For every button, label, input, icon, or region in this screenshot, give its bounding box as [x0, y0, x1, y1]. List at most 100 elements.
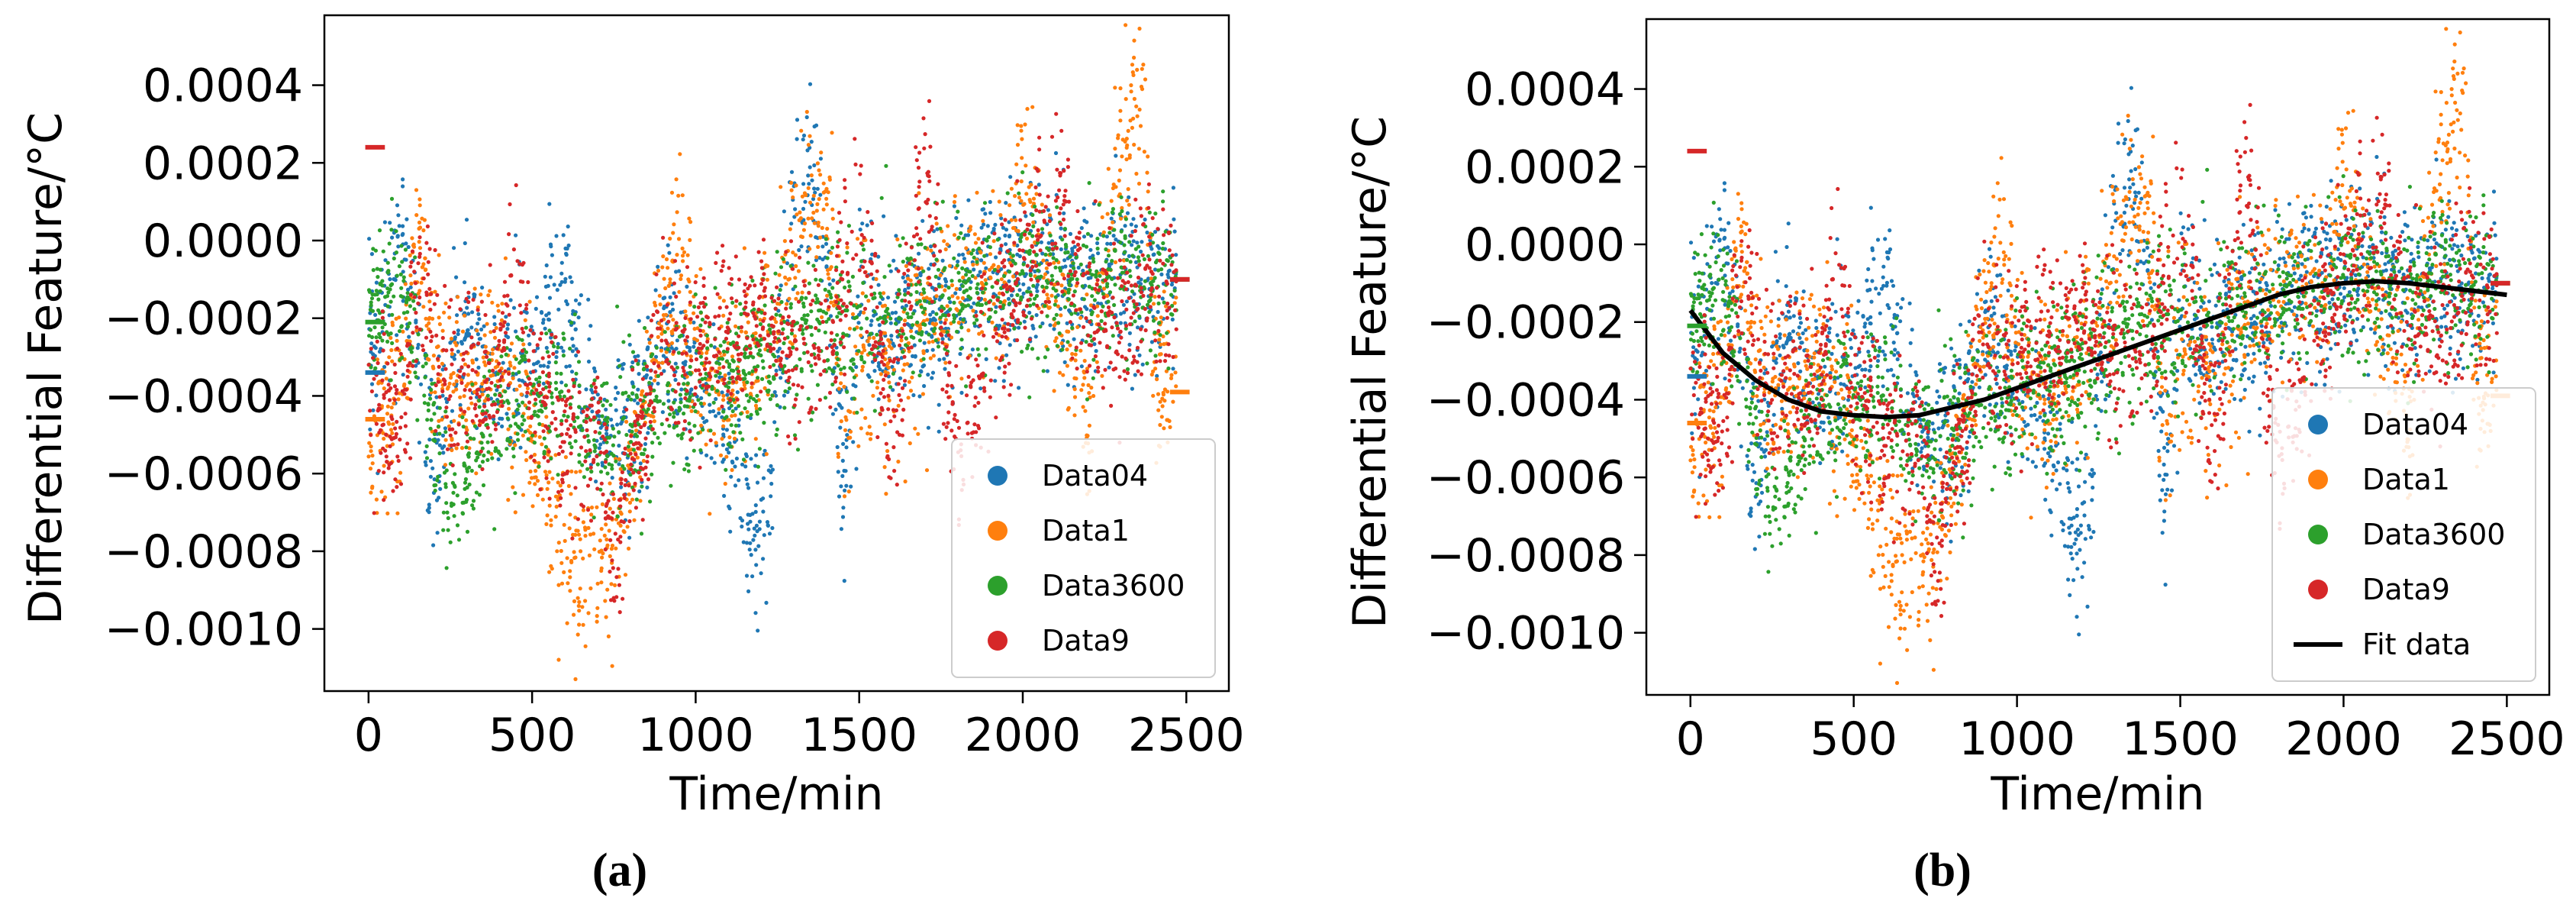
data-point	[550, 401, 555, 405]
data-point	[482, 324, 486, 328]
data-point	[882, 291, 886, 296]
scatter-points-a	[366, 23, 1178, 682]
data-point	[888, 269, 893, 273]
data-point	[936, 267, 941, 272]
data-point	[721, 443, 726, 447]
data-point	[398, 470, 403, 475]
data-point	[465, 469, 470, 473]
data-point	[731, 368, 736, 373]
data-point	[661, 402, 666, 406]
data-point	[810, 178, 814, 183]
data-point	[842, 468, 846, 473]
data-point	[872, 409, 877, 413]
data-point	[761, 318, 766, 323]
data-point	[1014, 218, 1018, 222]
data-point	[472, 294, 477, 299]
data-point	[928, 318, 933, 322]
data-point	[1133, 319, 1137, 324]
data-point	[519, 392, 524, 397]
data-point	[569, 558, 574, 564]
data-point	[901, 350, 905, 354]
data-point	[409, 260, 414, 265]
data-point	[405, 325, 411, 329]
data-point	[1040, 202, 1044, 207]
data-point	[819, 150, 824, 155]
data-point	[421, 364, 425, 369]
data-point	[881, 320, 885, 325]
data-point	[975, 347, 980, 351]
data-point	[554, 234, 559, 238]
data-point	[632, 409, 637, 414]
data-point	[818, 192, 823, 197]
data-point	[825, 256, 830, 260]
data-point	[588, 586, 593, 591]
data-point	[493, 446, 498, 451]
data-point	[447, 381, 452, 386]
data-point	[1084, 316, 1088, 321]
data-point	[809, 325, 814, 329]
data-point	[793, 284, 798, 289]
data-point	[1117, 168, 1123, 173]
data-point	[1143, 77, 1148, 82]
data-point	[572, 312, 577, 317]
data-point	[1124, 23, 1128, 27]
data-point	[429, 387, 434, 392]
data-point	[530, 504, 535, 509]
data-point	[1095, 246, 1100, 251]
data-point	[524, 457, 529, 463]
data-point	[402, 257, 407, 262]
data-point	[753, 548, 758, 552]
data-point	[836, 451, 840, 456]
data-point	[508, 298, 513, 302]
data-point	[558, 483, 563, 488]
data-point	[886, 296, 891, 300]
data-point	[723, 373, 727, 378]
data-point	[846, 409, 851, 413]
data-point	[418, 203, 422, 208]
data-point	[1111, 207, 1115, 212]
data-point	[846, 224, 851, 228]
data-point	[433, 488, 437, 493]
data-point	[1138, 124, 1143, 128]
data-point	[999, 216, 1004, 221]
data-point	[456, 295, 460, 299]
data-point	[617, 457, 622, 461]
data-point	[488, 263, 492, 267]
data-point	[432, 302, 437, 306]
data-point	[547, 328, 552, 333]
data-point	[677, 334, 682, 339]
data-point	[814, 208, 819, 213]
data-point	[689, 409, 694, 414]
data-point	[1098, 273, 1102, 278]
data-point	[386, 290, 391, 295]
data-point	[559, 496, 563, 500]
data-point	[711, 400, 716, 405]
data-point	[914, 273, 919, 277]
data-point	[443, 283, 447, 288]
data-point	[734, 380, 739, 385]
data-point	[914, 289, 919, 295]
data-point	[730, 409, 735, 414]
data-point	[884, 163, 888, 168]
data-point	[524, 369, 528, 374]
data-point	[517, 425, 521, 430]
data-point	[1125, 367, 1130, 372]
data-point	[988, 275, 993, 279]
data-point	[511, 376, 515, 380]
data-point	[1021, 291, 1026, 296]
data-point	[1043, 272, 1048, 276]
data-point	[538, 363, 543, 368]
data-point	[382, 364, 387, 370]
data-point	[604, 522, 608, 527]
data-point	[817, 309, 821, 313]
data-point	[579, 293, 584, 298]
data-point	[1073, 252, 1078, 257]
data-point	[680, 329, 685, 334]
data-point	[857, 207, 862, 212]
data-point	[443, 409, 448, 414]
data-point	[801, 206, 806, 212]
data-point	[765, 277, 770, 282]
data-point	[582, 525, 588, 530]
data-point	[643, 436, 648, 441]
data-point	[921, 349, 926, 354]
